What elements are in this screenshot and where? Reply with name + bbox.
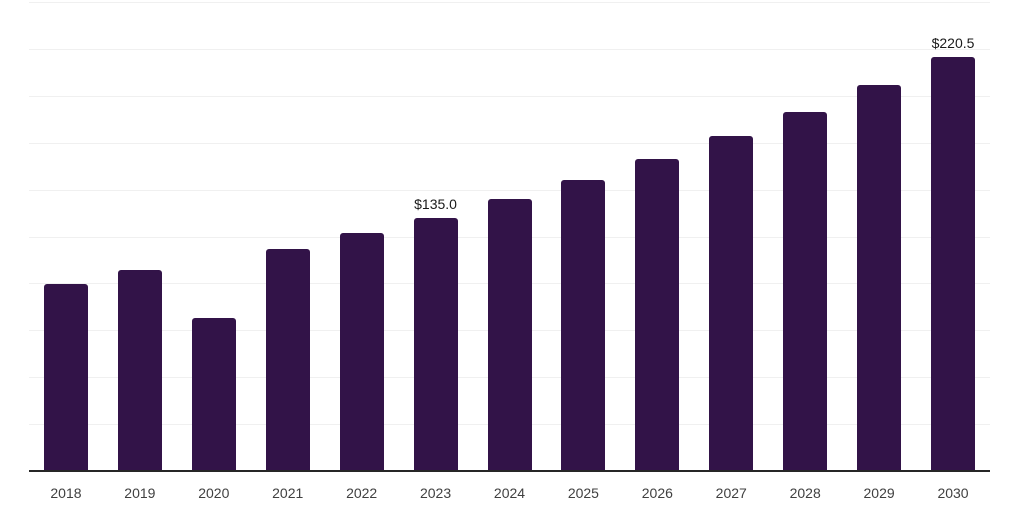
bar-2023 — [413, 217, 458, 471]
gridline — [29, 189, 990, 191]
x-tick-2023: 2023 — [419, 485, 452, 501]
bar-2018 — [43, 283, 88, 471]
x-tick-2029: 2029 — [863, 485, 895, 501]
gridline — [29, 48, 990, 50]
plot-area: $135.0 $220.5 — [29, 2, 990, 471]
bar-2026 — [635, 159, 680, 471]
bar-2020 — [191, 317, 236, 471]
x-tick-2018: 2018 — [50, 485, 82, 501]
bar-2019 — [117, 269, 162, 471]
gridline — [29, 2, 990, 3]
bar-value-label-2030: $220.5 — [931, 35, 975, 52]
x-tick-2019: 2019 — [124, 485, 156, 501]
gridline — [29, 142, 990, 144]
bar-2024 — [487, 199, 532, 471]
x-tick-2022: 2022 — [346, 485, 378, 501]
x-tick-2025: 2025 — [567, 485, 599, 501]
x-tick-2030: 2030 — [937, 485, 969, 501]
x-tick-2024: 2024 — [493, 485, 526, 501]
x-tick-2021: 2021 — [272, 485, 304, 501]
gridline — [29, 95, 990, 97]
bar-2025 — [561, 180, 606, 471]
x-tick-2027: 2027 — [715, 485, 747, 501]
bar-value-label-2023: $135.0 — [414, 195, 457, 212]
bar-2030 — [931, 57, 976, 471]
bar-2028 — [783, 112, 828, 471]
x-axis-line — [29, 470, 990, 472]
bar-2029 — [857, 85, 902, 471]
x-axis-labels: 2018 2019 2020 2021 2022 2023 2024 2025 2026 2027… — [29, 484, 990, 502]
bar-2027 — [709, 135, 754, 471]
bar-2021 — [265, 249, 310, 471]
x-tick-2026: 2026 — [641, 485, 673, 501]
x-tick-2020: 2020 — [198, 485, 230, 501]
bar-2022 — [339, 233, 384, 471]
x-tick-2028: 2028 — [789, 485, 821, 501]
